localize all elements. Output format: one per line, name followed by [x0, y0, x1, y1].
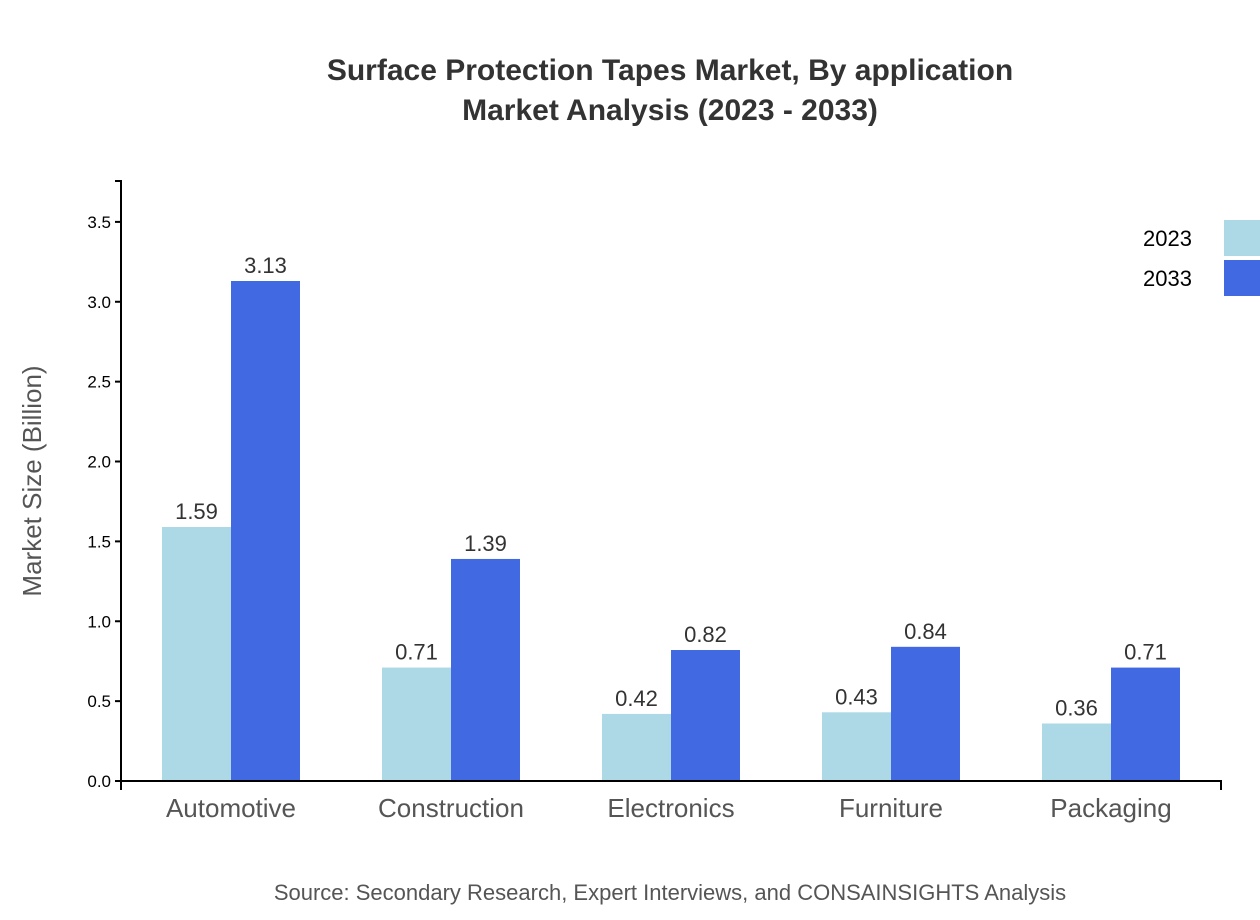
- legend-swatch-2023: [1224, 220, 1260, 256]
- bar-furniture-2033: [891, 646, 960, 781]
- y-tick-label: 0.0: [87, 772, 111, 791]
- y-tick-label: 1.0: [87, 612, 111, 631]
- y-axis-line: [115, 180, 122, 782]
- value-label: 0.71: [395, 640, 438, 665]
- x-tick-label: Automotive: [166, 793, 296, 823]
- x-tick-label: Packaging: [1050, 793, 1171, 823]
- value-label: 0.82: [684, 622, 727, 647]
- legend-label-2023: 2023: [1143, 226, 1192, 251]
- bar-electronics-2033: [671, 650, 740, 781]
- legend-label-2033: 2033: [1143, 266, 1192, 291]
- bar-construction-2023: [382, 667, 451, 781]
- value-label: 0.36: [1055, 695, 1098, 720]
- chart-title-line-2: Market Analysis (2023 - 2033): [462, 94, 878, 127]
- value-label: 0.42: [615, 686, 658, 711]
- y-tick-label: 2.0: [87, 453, 111, 472]
- x-tick-label: Electronics: [607, 793, 734, 823]
- y-tick-label: 3.5: [87, 213, 111, 232]
- bar-packaging-2023: [1042, 723, 1111, 781]
- y-tick-label: 2.5: [87, 373, 111, 392]
- x-tick-label: Furniture: [839, 793, 943, 823]
- y-axis-label: Market Size (Billion): [17, 365, 47, 596]
- y-tick-label: 1.5: [87, 532, 111, 551]
- value-label: 0.71: [1124, 640, 1167, 665]
- bar-automotive-2023: [162, 527, 231, 781]
- chart-title-line-1: Surface Protection Tapes Market, By appl…: [327, 54, 1013, 87]
- y-tick-label: 3.0: [87, 293, 111, 312]
- bars-group: 1.59 3.13 0.71 1.39 0.42 0.82 0.43 0.84 0.36 0.71: [162, 253, 1180, 781]
- bar-construction-2033: [451, 558, 520, 781]
- bar-automotive-2033: [231, 281, 300, 781]
- axes-group: Automotive Construction Electronics Furnitu…: [87, 180, 1222, 823]
- legend: 2023 2033: [1143, 220, 1260, 296]
- bar-packaging-2033: [1111, 667, 1180, 781]
- source-note: Source: Secondary Research, Expert Inter…: [274, 880, 1066, 905]
- value-label: 0.84: [904, 619, 947, 644]
- bar-electronics-2023: [602, 713, 671, 781]
- value-label: 1.59: [175, 499, 218, 524]
- value-label: 3.13: [244, 253, 287, 278]
- x-axis-line: [120, 780, 1222, 790]
- bar-furniture-2023: [822, 712, 891, 781]
- value-label: 0.43: [835, 684, 878, 709]
- value-label: 1.39: [464, 531, 507, 556]
- legend-swatch-2033: [1224, 260, 1260, 296]
- x-tick-label: Construction: [378, 793, 524, 823]
- y-tick-label: 0.5: [87, 692, 111, 711]
